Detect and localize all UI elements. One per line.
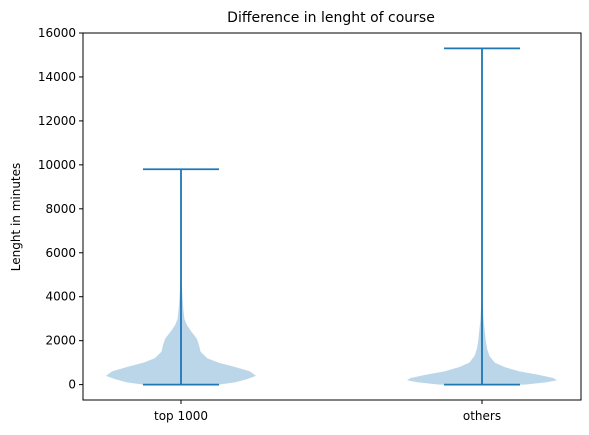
y-tick-label: 16000 <box>38 26 76 40</box>
y-tick-label: 10000 <box>38 158 76 172</box>
y-tick-label: 6000 <box>45 246 76 260</box>
x-tick-label: others <box>463 409 501 423</box>
x-tick-label: top 1000 <box>154 409 208 423</box>
chart-title: Difference in lenght of course <box>227 10 435 26</box>
y-tick-label: 4000 <box>45 290 76 304</box>
y-tick-label: 2000 <box>45 334 76 348</box>
plot-frame <box>82 32 582 401</box>
y-tick-label: 0 <box>68 378 76 392</box>
plot-area <box>106 47 557 386</box>
y-tick-label: 8000 <box>45 202 76 216</box>
y-axis-label: Lenght in minutes <box>9 163 23 272</box>
y-tick-label: 14000 <box>38 70 76 84</box>
y-tick-label: 12000 <box>38 114 76 128</box>
